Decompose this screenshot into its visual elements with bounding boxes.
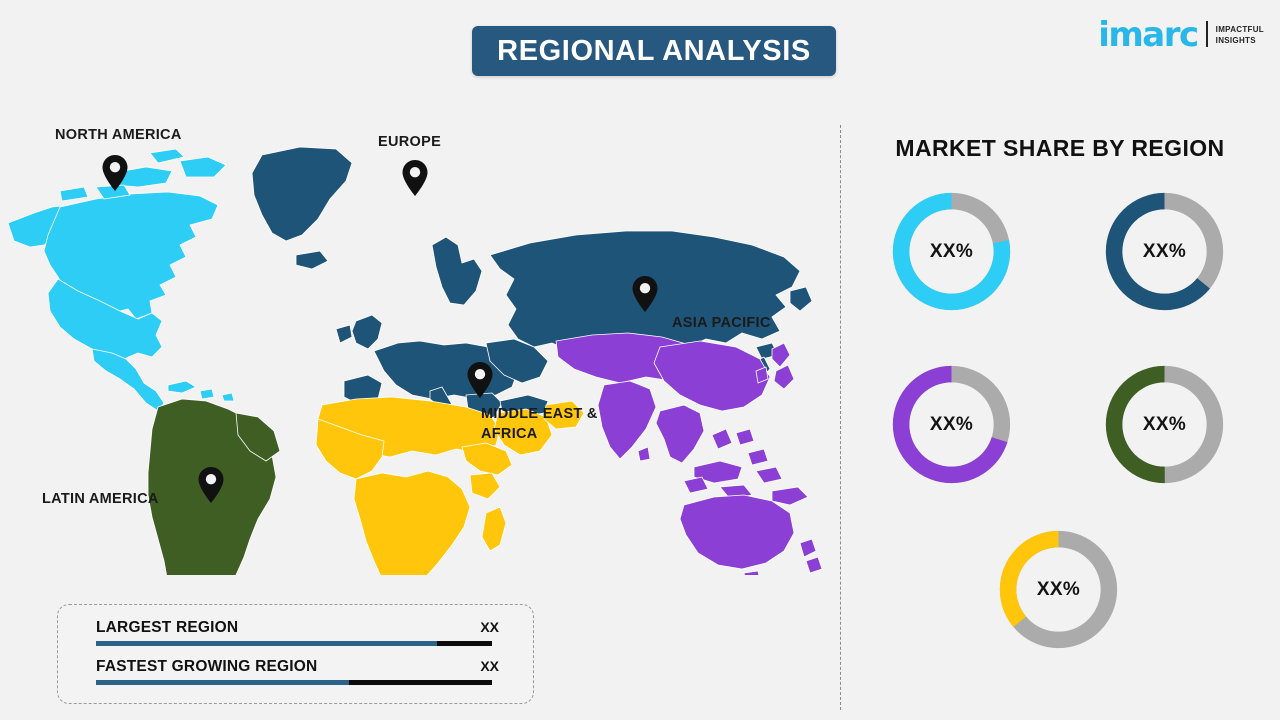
market-share-title: MARKET SHARE BY REGION <box>895 135 1225 161</box>
donut-asia-pacific: XX% <box>885 358 1018 491</box>
donut-ring-asia-pacific <box>892 365 1011 484</box>
logo-wordmark: imarc <box>1098 15 1199 55</box>
donut-value-europe: XX% <box>1142 240 1187 262</box>
map-label-latin-america: LATIN AMERICA <box>42 491 159 507</box>
donut-north-america: XX% <box>885 185 1018 318</box>
legend-bar-track-largest-region <box>96 641 492 646</box>
donut-value-asia-pacific: XX% <box>929 413 974 435</box>
map-label-north-america: NORTH AMERICA <box>55 127 182 143</box>
logo-tagline: IMPACTFUL INSIGHTS <box>1216 25 1264 51</box>
map-pin-latin-america-icon <box>198 467 224 503</box>
donut-latin-america: XX% <box>1098 358 1231 491</box>
market-share-panel: MARKET SHARE BY REGION XX% XX% XX% <box>840 120 1280 720</box>
donut-value-latin-america: XX% <box>1142 413 1187 435</box>
map-label-asia-pacific: ASIA PACIFIC <box>672 315 771 331</box>
donut-middle-east-africa: XX% <box>992 523 1125 656</box>
legend-row-largest-region: LARGEST REGION XX <box>96 619 509 646</box>
legend-bar-track-fastest-growing-region <box>96 680 492 685</box>
world-map-graphic <box>7 146 823 575</box>
legend-value-largest-region: XX <box>480 619 499 635</box>
map-pin-north-america-icon <box>102 155 128 191</box>
logo-tagline-line2: INSIGHTS <box>1215 35 1256 45</box>
map-label-middle-east-africa: MIDDLE EAST & AFRICA <box>481 406 598 442</box>
donut-value-middle-east-africa: XX% <box>1036 578 1081 600</box>
world-map-panel: NORTH AMERICA EUROPE ASIA PACIFIC MIDDLE… <box>0 95 830 575</box>
donut-europe: XX% <box>1098 185 1231 318</box>
map-region-middle-east-africa <box>315 396 585 575</box>
donut-value-north-america: XX% <box>929 240 974 262</box>
map-label-europe: EUROPE <box>378 134 442 150</box>
legend-value-fastest-growing-region: XX <box>480 658 499 674</box>
legend-row-fastest-growing-region: FASTEST GROWING REGION XX <box>96 658 509 685</box>
legend-bar-fill-largest-region <box>96 641 437 646</box>
legend-label-largest-region: LARGEST REGION <box>96 619 239 636</box>
logo-tagline-line1: IMPACTFUL <box>1215 25 1264 34</box>
donut-ring-north-america <box>892 192 1011 311</box>
map-pin-europe-icon <box>402 160 428 196</box>
legend-label-fastest-growing-region: FASTEST GROWING REGION <box>96 658 318 675</box>
panel-divider <box>840 125 841 710</box>
page-title: REGIONAL ANALYSIS <box>497 34 811 67</box>
page-title-banner: REGIONAL ANALYSIS <box>472 26 836 76</box>
logo-divider-bar <box>1205 20 1208 47</box>
map-pin-asia-pacific-icon <box>632 276 658 312</box>
legend-bar-fill-fastest-growing-region <box>96 680 350 685</box>
imarc-logo: imarc IMPACTFUL INSIGHTS <box>1098 15 1264 55</box>
donut-ring-middle-east-africa <box>999 530 1118 649</box>
donut-ring-latin-america <box>1105 365 1224 484</box>
map-region-asia-pacific <box>555 332 823 575</box>
legend-box: LARGEST REGION XX FASTEST GROWING REGION… <box>57 604 534 704</box>
donut-ring-europe <box>1105 192 1224 311</box>
map-region-north-america <box>7 148 235 412</box>
map-pin-middle-east-africa-icon <box>467 362 493 398</box>
